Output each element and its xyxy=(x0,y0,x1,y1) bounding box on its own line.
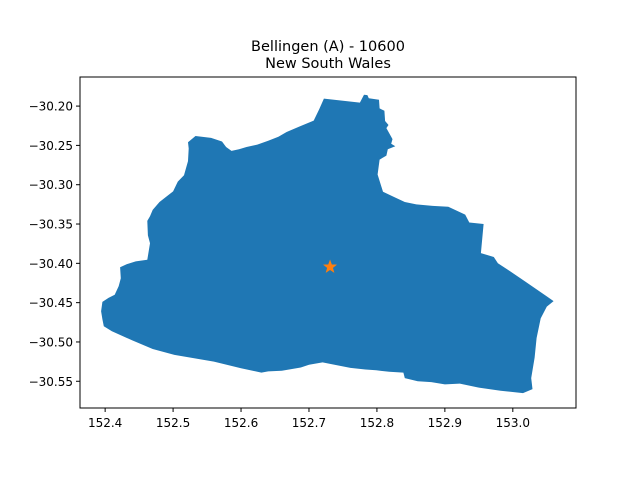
y-tick-label: −30.30 xyxy=(29,178,73,192)
y-tick-label: −30.50 xyxy=(29,335,73,349)
y-tick-label: −30.55 xyxy=(29,375,73,389)
x-tick-label: 153.0 xyxy=(496,416,530,430)
y-axis-ticks: −30.20 −30.25 −30.30 −30.35 −30.40 −30.45 −30.… xyxy=(29,100,80,389)
y-tick-label: −30.35 xyxy=(29,218,73,232)
x-axis-ticks: 152.4 152.5 152.6 152.7 152.8 152.9 153.0 xyxy=(88,408,530,430)
plot-area xyxy=(101,94,554,394)
x-tick-label: 152.8 xyxy=(360,416,394,430)
axes-frame xyxy=(79,76,577,409)
y-tick-label: −30.40 xyxy=(29,257,73,271)
x-tick-label: 152.9 xyxy=(428,416,462,430)
y-tick-label: −30.45 xyxy=(29,296,73,310)
x-tick-label: 152.5 xyxy=(156,416,190,430)
x-tick-label: 152.7 xyxy=(292,416,326,430)
y-tick-label: −30.25 xyxy=(29,139,73,153)
x-tick-label: 152.4 xyxy=(88,416,122,430)
chart-title-line2: New South Wales xyxy=(265,56,391,72)
centroid-star-marker xyxy=(323,259,338,273)
x-tick-label: 152.6 xyxy=(224,416,258,430)
chart-title-line1: Bellingen (A) - 10600 xyxy=(251,39,405,55)
region-polygon xyxy=(101,94,554,394)
y-tick-label: −30.20 xyxy=(29,100,73,114)
